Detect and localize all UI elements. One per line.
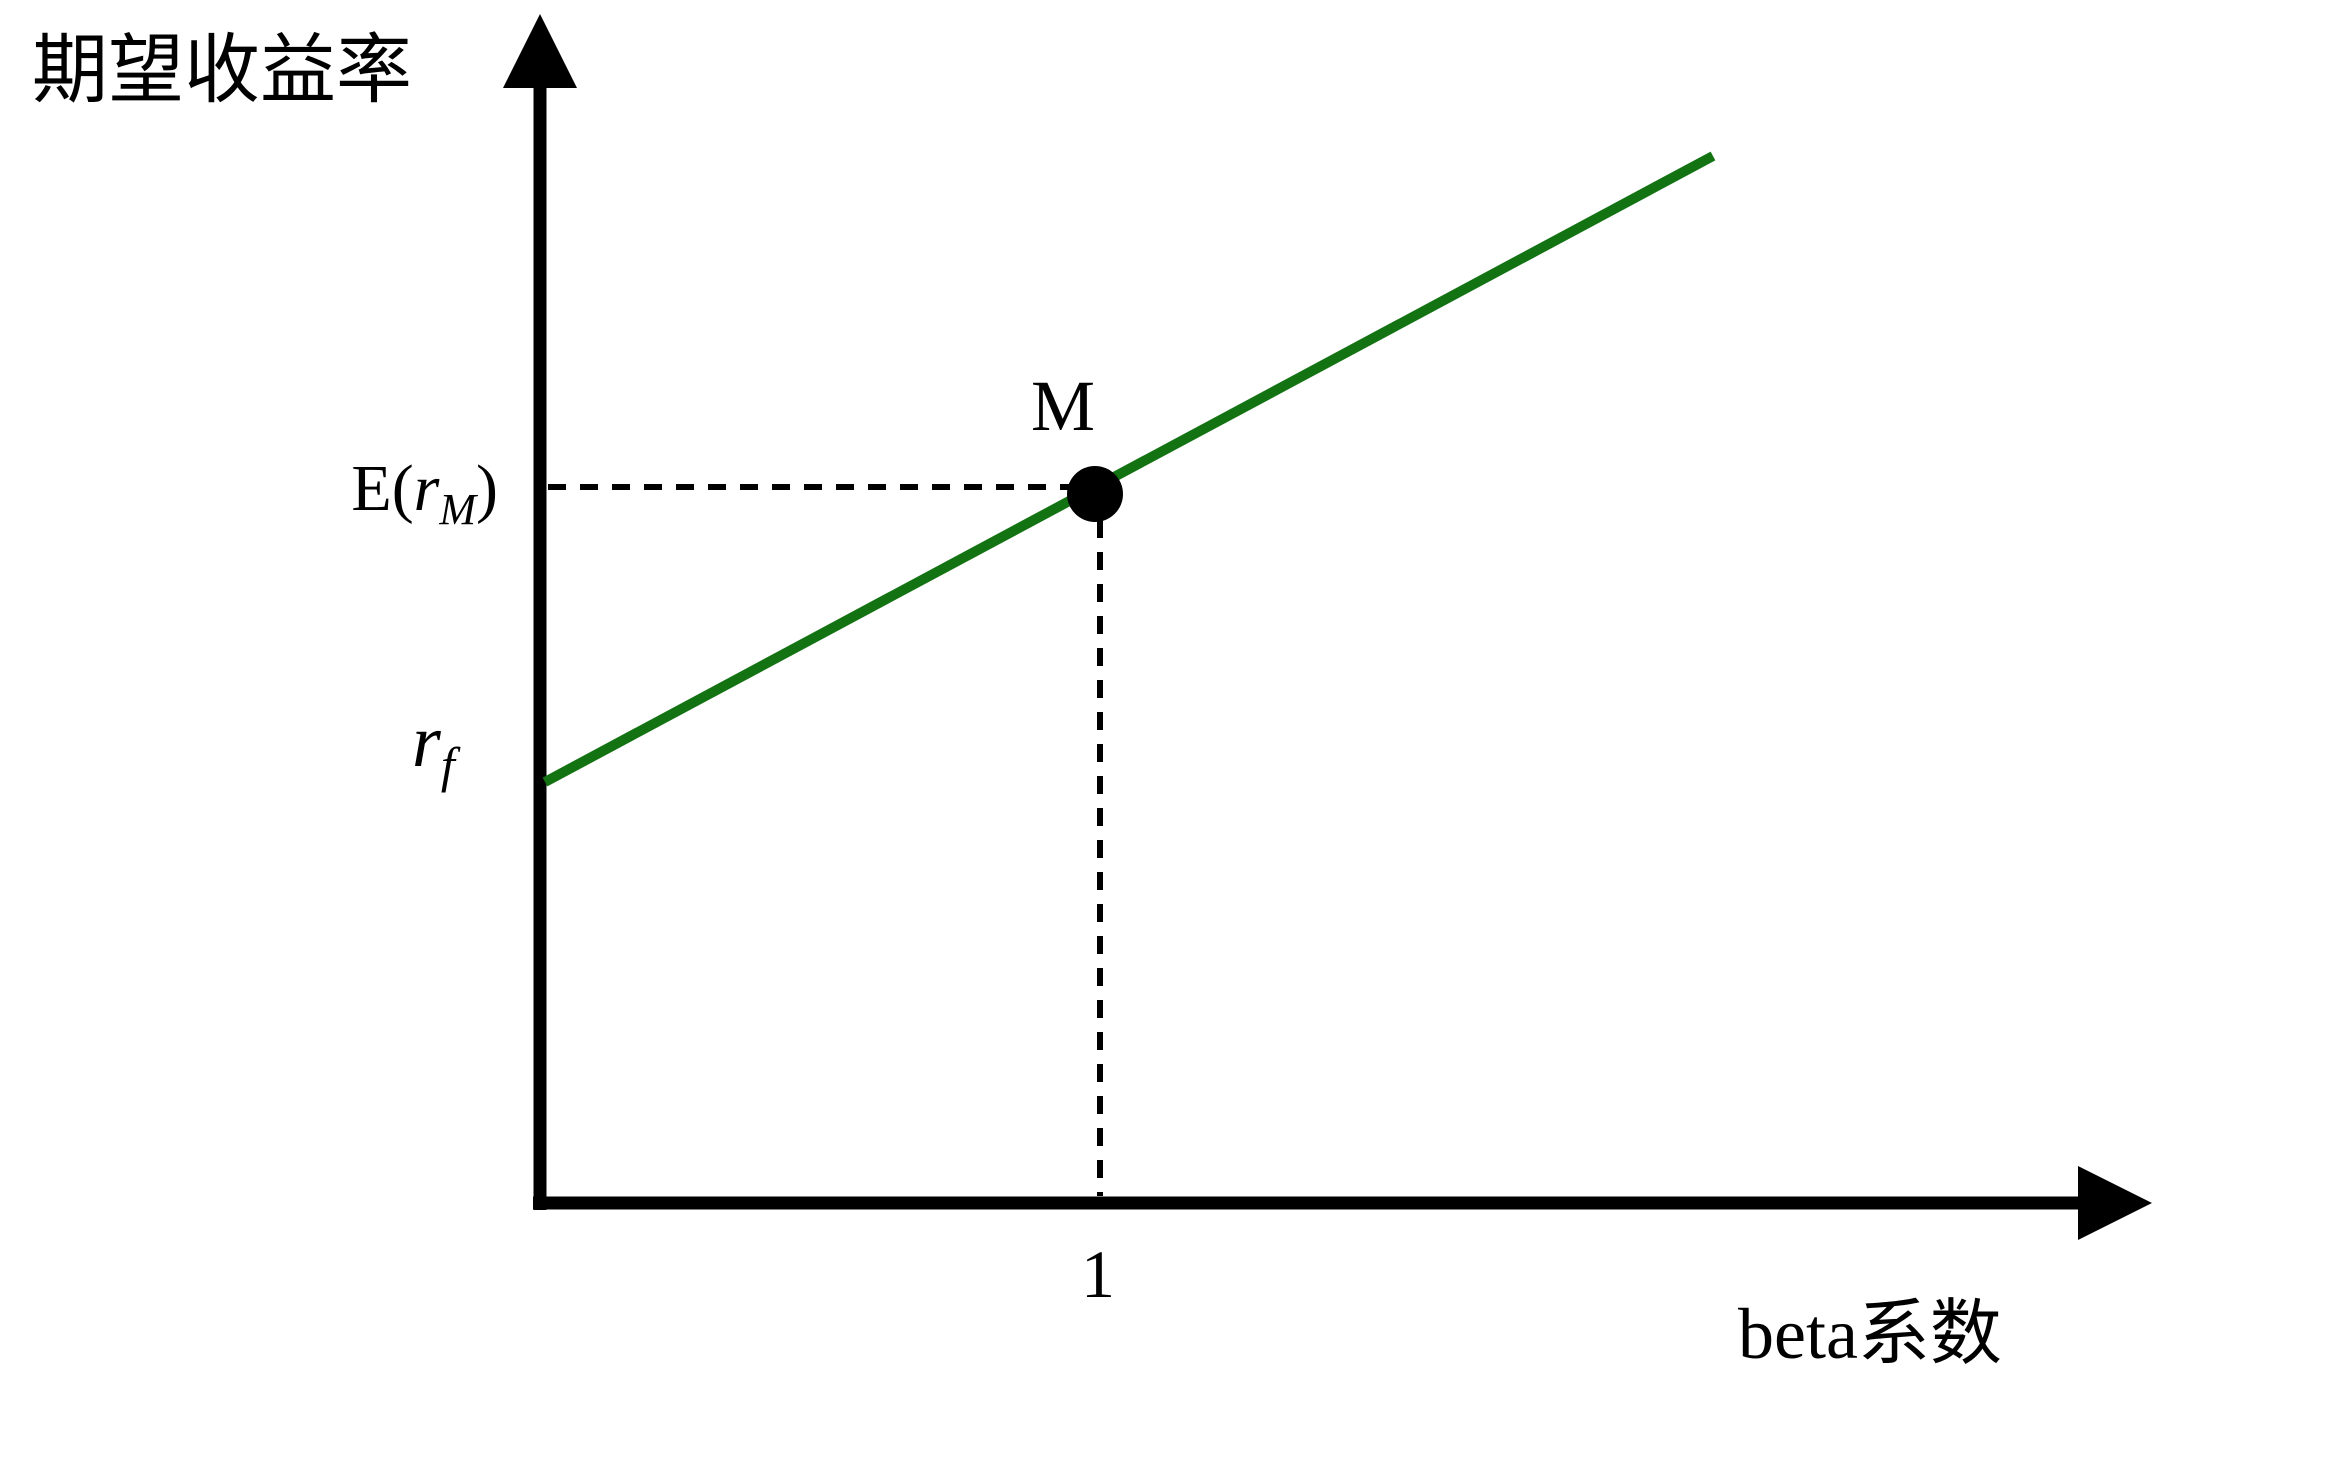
x-tick-label-one: 1 [1081, 1236, 1115, 1312]
y-axis-arrow [503, 14, 577, 88]
point-label: M [1031, 366, 1095, 446]
market-return-suffix: ) [476, 452, 498, 525]
riskfree-sub: f [441, 737, 461, 793]
security-market-line [542, 151, 1716, 787]
market-return-label: E(rM) [351, 452, 498, 534]
x-axis-arrow [2078, 1166, 2152, 1240]
market-return-prefix: E( [351, 452, 413, 525]
x-axis-label: beta系数 [1738, 1294, 2002, 1374]
riskfree-var: r [412, 701, 442, 783]
market-point [1067, 466, 1123, 522]
y-axis-label: 期望收益率 [32, 25, 412, 114]
market-return-sub: M [438, 485, 478, 534]
riskfree-label: rf [412, 701, 461, 793]
market-return-var: r [414, 452, 440, 525]
